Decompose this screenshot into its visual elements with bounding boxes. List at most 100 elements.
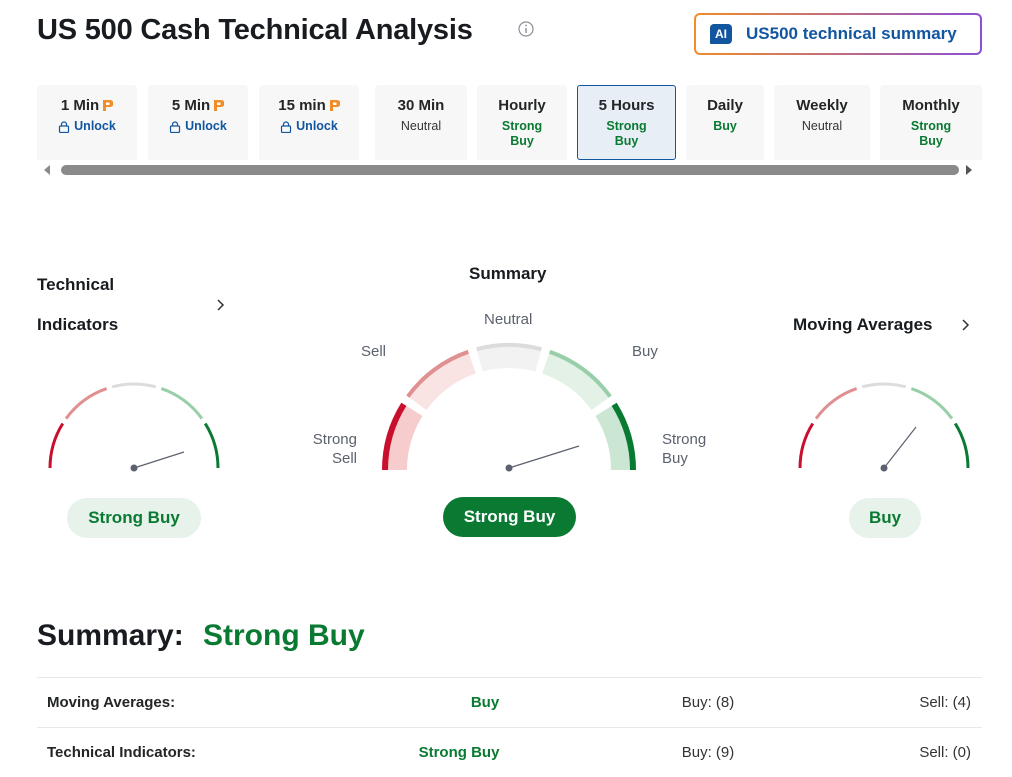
ai-button-text: US500 technical summary (746, 24, 957, 43)
tab-status-text: Neutral (400, 119, 442, 133)
info-icon[interactable] (518, 21, 534, 37)
gauge-segment (611, 402, 636, 471)
gauge-band (542, 349, 612, 411)
cell: Buy (470, 694, 500, 711)
tab-status-text: Neutral (801, 119, 843, 133)
gauge-pivot (505, 464, 513, 472)
gauge-band (382, 402, 423, 470)
ai-badge: AI (710, 24, 732, 44)
lock-icon (170, 120, 181, 133)
result-pill: Strong Buy (67, 498, 201, 538)
tab-status: Strong Buy (906, 119, 956, 149)
tab-label: Daily (707, 97, 743, 114)
tab-status: Unlock (37, 119, 137, 134)
cell: Technical Indicators: (47, 744, 196, 761)
gauge-scale-label: Buy (632, 343, 658, 360)
gauge-segment (48, 422, 65, 469)
tab-label: 5 Min (171, 97, 225, 114)
gauge-segment (203, 422, 220, 469)
gauge-segment (64, 387, 108, 420)
gauge-segment (549, 349, 612, 398)
tab-status-text: Strong Buy (910, 119, 952, 148)
timeframe-tab[interactable]: 5 Hours Strong Buy (577, 85, 676, 160)
tab-status: Strong Buy (497, 119, 547, 149)
timeframe-tab[interactable]: 30 Min Neutral (375, 85, 467, 160)
tab-label-text: 30 Min (397, 97, 445, 114)
tab-label-text: Daily (707, 97, 743, 114)
tab-status: Unlock (259, 119, 359, 134)
tab-status-text: Unlock (296, 119, 338, 133)
gauge-pivot (130, 464, 138, 472)
tab-label-text: Monthly (902, 97, 960, 114)
tab-status: Neutral (774, 119, 870, 134)
timeframe-tab[interactable]: Hourly Strong Buy (477, 85, 567, 160)
gauge-pivot (880, 464, 888, 472)
tab-status: Strong Buy (602, 119, 652, 149)
gauge-segment (910, 387, 954, 420)
gauge-band (476, 343, 542, 372)
tab-status-text: Strong Buy (606, 119, 647, 148)
tab-status: Buy (700, 119, 750, 134)
summary-heading: Summary: (37, 619, 184, 652)
cell: Sell: (0) (919, 744, 971, 761)
pro-icon (214, 100, 225, 111)
gauge-scale-label: Strong Sell (312, 431, 357, 467)
summary-value: Strong Buy (203, 619, 365, 652)
page-title: US 500 Cash Technical Analysis (37, 14, 473, 46)
gauge-segment (160, 387, 204, 420)
table-row: Moving Averages: Buy Buy: (8) Sell: (4) (37, 677, 982, 727)
table-row: Technical Indicators: Strong Buy Buy: (9… (37, 727, 982, 777)
gauge-segment (111, 382, 157, 389)
gauge-band (595, 402, 636, 470)
tab-label-text: Hourly (498, 97, 546, 114)
scrollbar-arrows (44, 165, 972, 175)
tab-label: 5 Hours (599, 97, 655, 114)
tab-label-text: 5 Min (171, 97, 211, 114)
chevron[interactable] (215, 297, 227, 313)
gauge-band (406, 349, 476, 411)
tab-status: Unlock (148, 119, 248, 134)
ai-summary-button[interactable]: AI US500 technical summary (694, 13, 982, 55)
cell: Buy: (8) (681, 694, 735, 711)
tab-label: Hourly (498, 97, 546, 114)
chevron[interactable] (960, 317, 972, 333)
scrollbar[interactable] (61, 165, 959, 175)
timeframe-tab[interactable]: Daily Buy (686, 85, 764, 160)
tab-status-text: Buy (713, 119, 737, 133)
timeframe-tab[interactable]: 1 Min Unlock (37, 85, 137, 160)
gauge-scale-label: Neutral (484, 311, 533, 328)
gauge-title[interactable]: Technical Indicators (37, 275, 119, 334)
timeframe-tab[interactable]: 15 min Unlock (259, 85, 359, 160)
gauge-needle (508, 445, 580, 469)
cell: Strong Buy (418, 744, 500, 761)
tab-status-text: Strong Buy (501, 119, 543, 148)
tab-label: Monthly (902, 97, 960, 114)
gauge-title[interactable]: Moving Averages (793, 315, 933, 334)
gauge-needle (133, 451, 185, 469)
pro-icon (329, 100, 340, 111)
gauge-scale-label: Strong Buy (662, 431, 707, 467)
timeframe-tab[interactable]: Weekly Neutral (774, 85, 870, 160)
timeframe-tab[interactable]: 5 Min Unlock (148, 85, 248, 160)
gauge-segment (382, 402, 407, 471)
pro-icon (103, 100, 114, 111)
gauge-segment (814, 387, 858, 420)
tab-label-text: 5 Hours (598, 97, 655, 114)
tab-status: Neutral (375, 119, 467, 134)
gauge-segment (476, 343, 542, 352)
timeframe-tab[interactable]: Monthly Strong Buy (880, 85, 982, 160)
tab-label-text: 1 Min (60, 97, 100, 114)
tab-label: Weekly (796, 97, 847, 114)
gauge-segment (406, 349, 469, 398)
tab-label-text: Weekly (796, 97, 848, 114)
gauge-title: Summary (469, 264, 547, 283)
gauge-scale-label: Sell (361, 343, 387, 360)
lock-icon (59, 120, 70, 133)
cell: Moving Averages: (47, 694, 176, 711)
result-pill: Buy (849, 498, 921, 538)
tab-status-text: Unlock (74, 119, 116, 133)
cell: Buy: (9) (681, 744, 735, 761)
tab-status-text: Unlock (185, 119, 227, 133)
